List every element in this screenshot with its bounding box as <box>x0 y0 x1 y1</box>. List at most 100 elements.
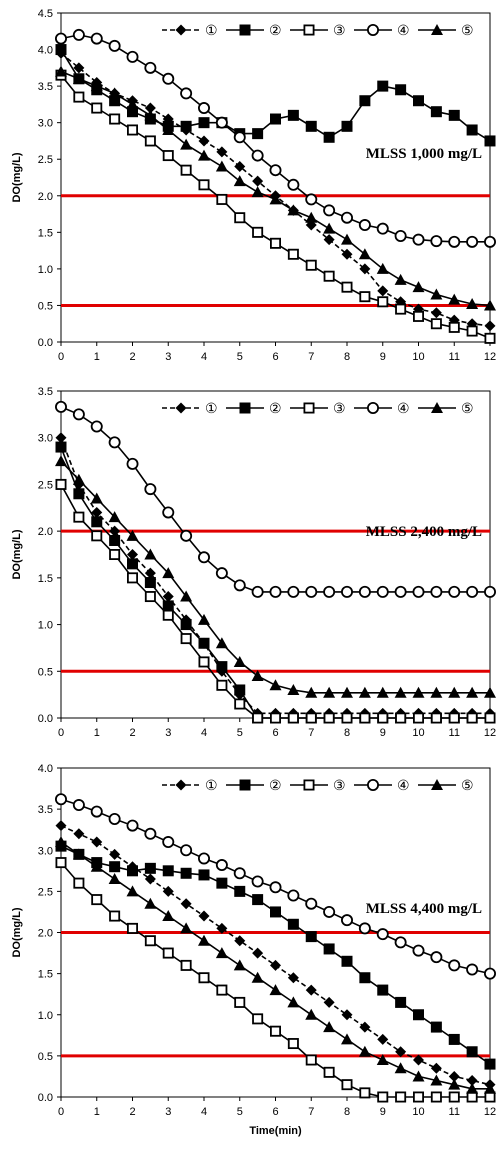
data-point <box>394 273 407 285</box>
data-point <box>430 318 442 330</box>
legend-marker <box>239 779 251 791</box>
legend-marker <box>239 24 251 36</box>
data-point <box>55 455 67 467</box>
data-point <box>305 984 317 996</box>
data-point <box>55 820 67 832</box>
data-point <box>323 1066 335 1078</box>
data-point <box>341 1009 353 1021</box>
x-tick-label: 0 <box>58 1106 64 1118</box>
data-point <box>305 585 318 598</box>
data-point <box>412 1091 424 1103</box>
data-point <box>430 288 443 300</box>
x-tick-label: 10 <box>412 1106 424 1118</box>
data-point <box>73 877 85 889</box>
data-point <box>198 135 210 147</box>
data-point <box>126 98 139 110</box>
data-point <box>412 686 425 698</box>
legend-marker <box>366 401 379 414</box>
data-point <box>377 712 389 724</box>
legend-marker <box>431 779 443 790</box>
data-point <box>323 204 336 217</box>
legend-label: ④ <box>397 402 410 417</box>
data-point <box>109 549 121 561</box>
data-point <box>430 235 443 248</box>
data-point <box>448 235 461 248</box>
data-point <box>341 233 353 245</box>
data-point <box>376 262 389 274</box>
data-point <box>466 325 478 337</box>
data-point <box>180 844 193 857</box>
data-point <box>430 585 443 598</box>
data-point <box>430 686 443 698</box>
y-tick-label: 3.5 <box>38 81 53 93</box>
data-point <box>162 123 175 135</box>
data-point <box>108 87 121 99</box>
y-tick-label: 3.0 <box>38 433 53 445</box>
series-5 <box>55 65 496 311</box>
legend-marker <box>366 779 379 792</box>
data-point <box>323 943 335 955</box>
data-point <box>162 600 174 612</box>
x-tick-label: 4 <box>201 727 207 739</box>
data-point <box>358 585 371 598</box>
data-point <box>198 910 210 922</box>
data-point <box>448 1033 460 1045</box>
y-tick-label: 3.0 <box>38 845 53 857</box>
x-tick-label: 7 <box>308 727 314 739</box>
data-point <box>377 984 389 996</box>
series-3 <box>55 69 496 344</box>
data-point <box>251 585 264 598</box>
data-point <box>269 1025 281 1037</box>
data-point <box>144 591 156 603</box>
data-point <box>109 113 121 125</box>
data-point <box>215 160 228 172</box>
y-tick-label: 0.0 <box>38 1092 53 1104</box>
data-point <box>233 959 246 971</box>
data-point <box>127 549 138 560</box>
data-point <box>180 619 192 631</box>
x-tick-label: 8 <box>344 727 350 739</box>
data-point <box>341 248 353 260</box>
data-point <box>484 1091 496 1103</box>
data-point <box>269 679 282 691</box>
data-point <box>72 408 85 421</box>
data-point <box>359 972 371 984</box>
data-point <box>109 95 121 107</box>
data-point <box>55 32 68 45</box>
data-point <box>430 1074 443 1086</box>
legend-label: ② <box>269 24 282 39</box>
data-point <box>180 120 192 132</box>
data-point <box>108 812 121 825</box>
data-point <box>323 131 335 143</box>
y-tick-label: 2.5 <box>38 154 53 166</box>
data-point <box>127 922 139 934</box>
x-tick-label: 6 <box>272 1106 278 1118</box>
data-point <box>90 860 103 872</box>
data-point <box>90 32 103 45</box>
data-point <box>108 39 121 52</box>
y-tick-label: 1.5 <box>38 227 53 239</box>
data-point <box>340 211 353 224</box>
data-point <box>144 102 156 114</box>
data-point <box>466 297 479 309</box>
data-point <box>466 1091 478 1103</box>
data-point <box>305 193 318 206</box>
data-point <box>395 84 407 96</box>
data-point <box>484 1082 496 1094</box>
legend-marker <box>303 24 315 36</box>
series-4 <box>55 28 496 248</box>
data-point <box>430 1062 442 1074</box>
x-tick-label: 0 <box>58 727 64 739</box>
chart-panel-2: 0.00.51.01.52.02.53.03.50 1 2 3 4 5 6 7 8 9 10 11 12… <box>11 386 496 739</box>
data-point <box>90 420 103 433</box>
data-point <box>180 898 192 910</box>
data-point <box>270 113 281 125</box>
data-point <box>127 865 138 877</box>
data-point <box>144 897 157 909</box>
chart-annotation: MLSS 2,400 mg/L <box>366 524 482 540</box>
x-tick-label: 0 <box>58 351 64 363</box>
legend-label: ③ <box>333 402 346 417</box>
data-point <box>144 109 157 121</box>
data-point <box>216 877 228 889</box>
y-tick-label: 4.0 <box>38 763 53 775</box>
